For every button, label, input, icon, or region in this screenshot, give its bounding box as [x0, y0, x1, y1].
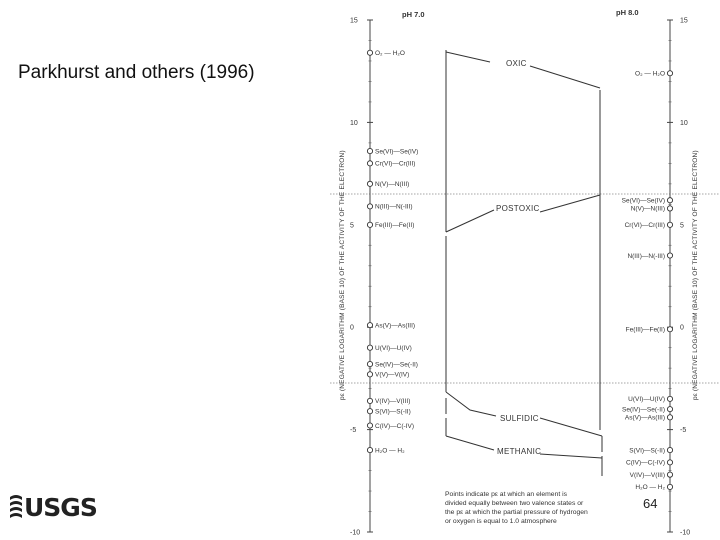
zone-sulfidic: SULFIDIC	[500, 414, 539, 423]
redox-couple-label: N(V)—N(III)	[631, 206, 665, 213]
redox-couple-point	[666, 252, 674, 259]
redox-couple-label: N(III)—N(-III)	[375, 204, 413, 211]
right-axis-tick-label: -5	[680, 427, 686, 434]
redox-couple-point	[666, 395, 674, 402]
right-axis-tick-label: 0	[680, 325, 684, 332]
redox-couple-label: Se(IV)—Se(-II)	[375, 361, 418, 368]
right-axis-tick-label: 15	[680, 18, 688, 25]
redox-couple-label: U(VI)—U(IV)	[628, 396, 665, 403]
left-axis-tick-label: -5	[350, 427, 356, 434]
postoxic-connector-right	[539, 194, 601, 213]
redox-couple-label: N(III)—N(-III)	[627, 253, 665, 260]
zone-methanic: METHANIC	[497, 447, 541, 456]
citation-text: Parkhurst and others (1996)	[18, 62, 255, 83]
redox-couple-point	[366, 422, 374, 429]
redox-couple-label: N(V)—N(III)	[375, 181, 409, 188]
redox-couple-label: H₂O — H₂	[375, 447, 405, 454]
left-axis-tick-label: -10	[350, 530, 360, 537]
redox-couple-label: Se(IV)—Se(-II)	[622, 406, 665, 413]
redox-couple-label: V(V)—V(IV)	[375, 372, 409, 379]
right-axis-title: pε (NEGATIVE LOGARITHM (BASE 10) OF THE …	[692, 150, 699, 400]
redox-couple-label: Se(VI)—Se(IV)	[375, 148, 418, 155]
redox-couple-point	[666, 326, 674, 333]
legend-note: Points indicate pε at which an element i…	[445, 491, 588, 525]
redox-couple-label: O₂ — H₂O	[635, 71, 665, 78]
redox-couple-point	[366, 148, 374, 155]
redox-couple-point	[366, 203, 374, 210]
redox-couple-point	[366, 180, 374, 187]
redox-couple-label: Cr(VI)—Cr(III)	[625, 222, 665, 229]
redox-couple-point	[366, 408, 374, 415]
redox-couple-label: Fe(III)—Fe(II)	[626, 327, 665, 334]
oxic-connector-right	[529, 65, 601, 89]
right-axis-header: pH 8.0	[616, 8, 639, 17]
zone-oxic: OXIC	[506, 59, 527, 68]
redox-couple-point	[366, 371, 374, 378]
redox-couple-label: C(IV)—C(-IV)	[375, 423, 414, 430]
redox-couple-point	[366, 361, 374, 368]
redox-couple-label: V(IV)—V(III)	[375, 398, 410, 405]
usgs-logo: USGS	[10, 493, 98, 521]
left-axis-tick-label: 10	[350, 120, 358, 127]
redox-couple-label: Se(VI)—Se(IV)	[622, 198, 665, 205]
left-axis-tick-label: 0	[350, 325, 354, 332]
redox-couple-point	[666, 406, 674, 413]
note-line-1: Points indicate pε at which an element i…	[445, 491, 568, 498]
left-axis-header: pH 7.0	[402, 10, 425, 19]
left-axis-title: pε (NEGATIVE LOGARITHM (BASE 10) OF THE …	[339, 150, 346, 400]
methanic-connector-right	[539, 453, 603, 459]
redox-couple-point	[366, 447, 374, 454]
redox-couple-point	[666, 205, 674, 212]
zone-postoxic: POSTOXIC	[496, 204, 540, 213]
sulfidic-connector-right	[539, 417, 603, 437]
zone-labels: OXIC POSTOXIC SULFIDIC METHANIC	[496, 59, 541, 456]
redox-couple-label: C(IV)—C(-IV)	[626, 460, 665, 467]
postoxic-connector-left	[445, 209, 495, 233]
methanic-connector-left	[445, 435, 495, 451]
redox-couple-point	[366, 322, 374, 329]
redox-couple-point	[666, 483, 674, 490]
redox-couple-label: Cr(VI)—Cr(III)	[375, 161, 415, 168]
redox-couple-label: H₂O — H₂	[635, 484, 665, 491]
redox-couple-label: As(V)—As(III)	[375, 322, 415, 329]
right-axis-tick-label: -10	[680, 530, 690, 537]
redox-couple-point	[666, 414, 674, 421]
redox-couple-point	[366, 344, 374, 351]
usgs-logo-text: USGS	[24, 493, 97, 521]
left-axis: 15 10 5 0 -5 -10 pH 7.0 pε (NEGATIVE LOGARITH…	[339, 10, 425, 537]
redox-couple-point	[666, 447, 674, 454]
left-axis-tick-label: 5	[350, 222, 354, 229]
note-line-2: divided equally between two valence stat…	[445, 500, 584, 507]
redox-couple-label: V(IV)—V(III)	[630, 472, 665, 479]
redox-couple-point	[666, 471, 674, 478]
left-axis-tick-label: 15	[350, 18, 358, 25]
redox-couple-label: U(VI)—U(IV)	[375, 345, 412, 352]
redox-couple-label: Fe(III)—Fe(II)	[375, 222, 414, 229]
redox-couple-point	[666, 221, 674, 228]
redox-couple-label: S(VI)—S(-II)	[375, 408, 411, 415]
redox-couple-point	[666, 459, 674, 466]
redox-couple-label: S(VI)—S(-II)	[629, 447, 665, 454]
redox-couple-point	[666, 197, 674, 204]
redox-couple-label: As(V)—As(III)	[625, 415, 665, 422]
right-axis-tick-label: 10	[680, 120, 688, 127]
redox-couple-point	[366, 221, 374, 228]
note-line-3: the pε at which the partial pressure of …	[445, 509, 588, 516]
redox-couple-point	[366, 397, 374, 404]
slide-number: 64	[643, 496, 658, 511]
redox-couple-point	[366, 160, 374, 167]
sulfidic-connector-left	[445, 391, 497, 417]
redox-couple-point	[366, 49, 374, 56]
redox-couple-label: O₂ — H₂O	[375, 50, 405, 57]
right-axis-tick-label: 5	[680, 222, 684, 229]
note-line-4: or oxygen is equal to 1.0 atmosphere	[445, 518, 557, 525]
zone-brackets	[445, 50, 603, 476]
oxic-connector-left	[445, 51, 491, 63]
redox-couple-point	[666, 70, 674, 77]
right-axis: 15 10 5 0 -5 -10 pH 8.0 pε (NEGATIVE LOGARITH…	[616, 8, 699, 537]
